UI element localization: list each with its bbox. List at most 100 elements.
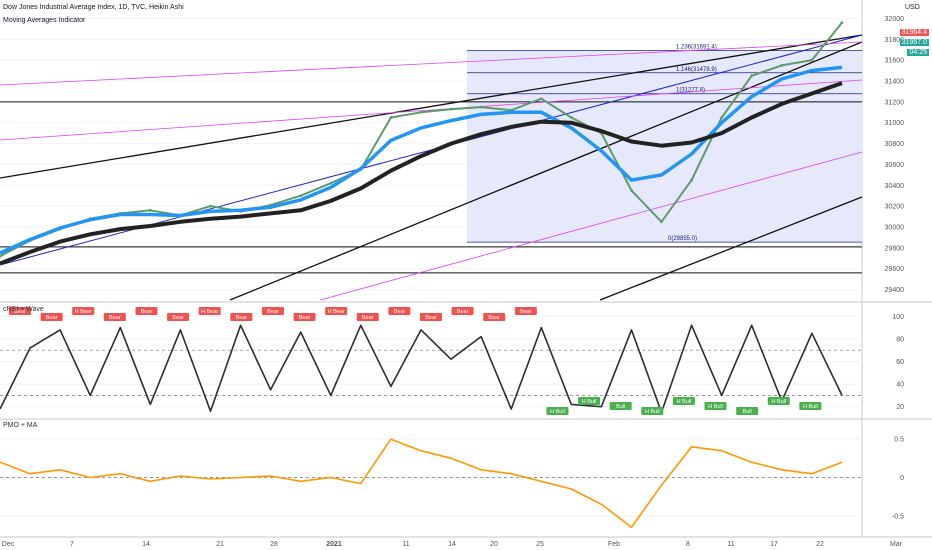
trendline-magenta	[0, 79, 863, 141]
data-point	[690, 178, 694, 182]
x-tick-label: Dec	[2, 541, 15, 548]
signal-label: H Bull	[550, 409, 565, 415]
signal-label: Bull	[743, 409, 752, 415]
signal-label: Bear	[235, 315, 247, 321]
series-line	[0, 65, 843, 255]
fib-level-label: 1.236(31691.4)	[676, 45, 717, 51]
signal-badge	[325, 307, 348, 315]
signal-label: H Bull	[677, 399, 692, 405]
data-point	[479, 105, 483, 109]
y-tick-label: 30800	[885, 141, 905, 148]
signal-badge	[546, 407, 569, 415]
signal-label: Bear	[488, 315, 500, 321]
data-point	[840, 21, 844, 24]
trendline-lower	[229, 41, 863, 301]
x-tick-label: Mar	[890, 541, 903, 548]
signal-badge	[736, 407, 759, 415]
signal-label: Bear	[394, 309, 406, 315]
data-point	[0, 254, 2, 258]
x-tick-label: 21	[216, 541, 224, 548]
fib-level-label: 0(29855.0)	[668, 236, 697, 242]
signal-label: Bear	[14, 309, 26, 315]
price-tag-last: 31964.4	[899, 29, 929, 36]
signal-badge	[704, 402, 727, 410]
x-tick-label: 8	[686, 541, 690, 548]
signal-badge	[641, 407, 664, 415]
y-tick-label: 60	[896, 359, 904, 366]
y-tick-label: 31400	[885, 79, 905, 86]
price-tag-close: 31957.0	[899, 39, 929, 46]
data-point	[660, 220, 663, 224]
y-tick-label: 20	[896, 404, 904, 411]
fib-level-label: 1(31277.8)	[676, 88, 705, 94]
x-tick-label: 22	[816, 541, 824, 548]
y-tick-label: 31600	[885, 58, 905, 65]
fib-level-label: 1.146(31478.9)	[676, 67, 717, 73]
x-tick-label: 28	[270, 541, 278, 548]
y-tick-label: 0.5	[894, 437, 904, 444]
signal-badge	[609, 402, 632, 410]
x-tick-label: Feb	[608, 541, 620, 548]
trendline-magenta	[0, 41, 863, 86]
signal-badge	[198, 307, 221, 315]
data-point	[148, 208, 152, 212]
y-tick-label: 29400	[885, 287, 905, 294]
signal-badge	[261, 307, 284, 315]
signal-badge	[293, 313, 316, 321]
signal-badge	[9, 307, 31, 315]
signal-badge	[799, 402, 822, 410]
signal-label: Bull	[616, 404, 625, 410]
indicator-title: Moving Averages Indicator	[3, 17, 86, 24]
y-tick-label: 31200	[885, 99, 905, 106]
signal-badge	[483, 313, 506, 321]
signal-label: Bear	[299, 315, 311, 321]
signal-badge	[356, 313, 379, 321]
trendline-magenta	[319, 151, 863, 301]
data-point	[569, 116, 573, 119]
y-tick-label: 32000	[885, 16, 905, 23]
signal-label: H Bull	[582, 399, 597, 405]
currency-label: USD	[905, 4, 920, 11]
x-tick-label: 14	[142, 541, 150, 548]
signal-badge	[40, 313, 63, 321]
signal-label: H Bull	[708, 404, 723, 410]
y-tick-label: 30400	[885, 183, 905, 190]
signal-label: H Bull	[645, 409, 660, 415]
x-tick-label: 2021	[326, 541, 342, 548]
signal-label: Bear	[141, 309, 153, 315]
signal-label: H Bull	[771, 399, 786, 405]
signal-badge	[135, 307, 158, 315]
trendline-bottom	[599, 196, 863, 301]
data-point	[780, 63, 784, 67]
signal-label: H Bear	[201, 309, 218, 315]
signal-label: Bear	[520, 309, 532, 315]
signal-badge	[388, 307, 411, 315]
signal-badge	[103, 313, 126, 321]
signal-label: H Bear	[328, 309, 345, 315]
pmo-pane-title: PMO + MA	[3, 422, 38, 429]
x-tick-label: 11	[402, 541, 409, 548]
signal-label: Bear	[457, 309, 469, 315]
x-tick-label: 20	[490, 541, 498, 548]
signal-badge	[72, 307, 95, 315]
y-tick-label: 30600	[885, 162, 905, 169]
signal-label: Bear	[425, 315, 437, 321]
price-tag-countdown: 04:25	[907, 49, 929, 56]
y-tick-label: 29800	[885, 245, 905, 252]
x-tick-label: 25	[536, 541, 544, 548]
data-point	[209, 204, 212, 208]
data-point	[539, 97, 543, 101]
series-line	[0, 81, 843, 266]
series-line	[0, 438, 843, 529]
y-tick-label: 0	[900, 475, 904, 482]
data-point	[329, 181, 333, 185]
y-tick-label: 80	[896, 336, 904, 343]
signal-label: H Bear	[75, 309, 92, 315]
signal-label: Bear	[109, 315, 121, 321]
y-tick-label: 29600	[885, 266, 905, 273]
y-tick-label: 31000	[885, 120, 905, 127]
signal-label: Bear	[46, 315, 58, 321]
y-tick-label: 40	[896, 382, 904, 389]
crsi-pane-title: cRSI + Wave	[3, 306, 44, 313]
